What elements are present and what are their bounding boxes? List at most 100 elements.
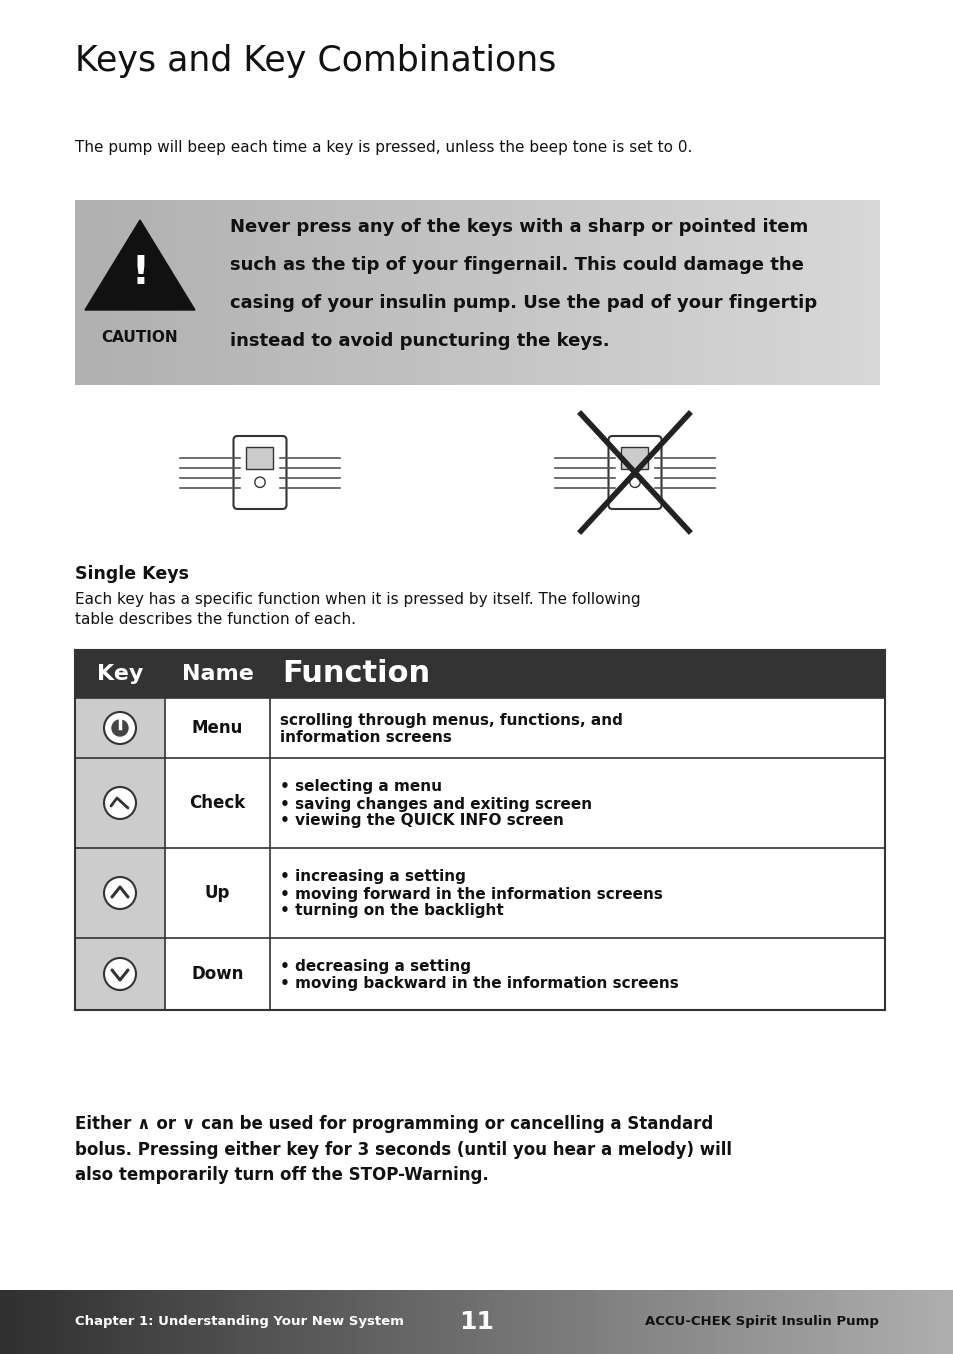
Circle shape (104, 959, 136, 990)
Bar (426, 200, 437, 385)
Bar (577, 200, 588, 385)
Bar (715, 1290, 723, 1354)
Bar (119, 1290, 128, 1354)
Bar (898, 1290, 906, 1354)
Bar (346, 200, 357, 385)
Text: instead to avoid puncturing the keys.: instead to avoid puncturing the keys. (230, 332, 609, 349)
Bar (858, 200, 869, 385)
Bar (768, 200, 779, 385)
Text: table describes the function of each.: table describes the function of each. (75, 612, 355, 627)
Bar (215, 200, 227, 385)
Text: Each key has a specific function when it is pressed by itself. The following: Each key has a specific function when it… (75, 592, 640, 607)
Bar (381, 1290, 390, 1354)
Bar (350, 1290, 358, 1354)
Bar (374, 1290, 382, 1354)
Bar (564, 1290, 573, 1354)
Bar (517, 1290, 525, 1354)
Bar (913, 1290, 923, 1354)
Bar (341, 1290, 351, 1354)
Bar (231, 1290, 239, 1354)
Bar (476, 1290, 485, 1354)
Bar (647, 200, 659, 385)
Bar (874, 1290, 882, 1354)
Bar (174, 1290, 184, 1354)
Bar (636, 1290, 644, 1354)
Text: Keys and Key Combinations: Keys and Key Combinations (75, 43, 556, 79)
Bar (808, 200, 819, 385)
Bar (75, 200, 86, 385)
Bar (315, 200, 327, 385)
Circle shape (629, 477, 639, 487)
Bar (306, 200, 316, 385)
Bar (165, 848, 884, 938)
Text: such as the tip of your fingernail. This could damage the: such as the tip of your fingernail. This… (230, 256, 803, 274)
Bar (255, 200, 267, 385)
Bar (421, 1290, 430, 1354)
Bar (115, 200, 126, 385)
Bar (326, 1290, 335, 1354)
Bar (500, 1290, 509, 1354)
Bar (794, 1290, 803, 1354)
Bar (460, 1290, 470, 1354)
Bar (95, 200, 106, 385)
Bar (165, 758, 884, 848)
Bar (175, 200, 187, 385)
Bar (778, 200, 789, 385)
Bar (524, 1290, 533, 1354)
Text: information screens: information screens (280, 730, 452, 745)
Bar (254, 1290, 263, 1354)
Bar (612, 1290, 620, 1354)
Bar (469, 1290, 477, 1354)
Bar (286, 200, 296, 385)
Circle shape (104, 712, 136, 743)
Bar (40, 1290, 49, 1354)
Bar (889, 1290, 899, 1354)
Bar (112, 1290, 120, 1354)
Text: ACCU-CHEK Spirit Insulin Pump: ACCU-CHEK Spirit Insulin Pump (644, 1316, 878, 1328)
Bar (75, 848, 165, 938)
Bar (798, 200, 809, 385)
Bar (838, 200, 849, 385)
Bar (135, 200, 146, 385)
Bar (727, 200, 739, 385)
Bar (691, 1290, 700, 1354)
Text: The pump will beep each time a key is pressed, unless the beep tone is set to 0.: The pump will beep each time a key is pr… (75, 139, 692, 154)
Bar (865, 1290, 875, 1354)
Bar (699, 1290, 708, 1354)
Circle shape (254, 477, 265, 487)
Bar (143, 1290, 152, 1354)
Bar (357, 1290, 366, 1354)
Bar (326, 200, 337, 385)
Text: !: ! (131, 255, 149, 292)
Bar (826, 1290, 835, 1354)
Bar (834, 1290, 842, 1354)
Bar (85, 200, 96, 385)
Bar (868, 200, 879, 385)
Bar (487, 200, 497, 385)
Bar (667, 1290, 676, 1354)
Bar (397, 1290, 406, 1354)
Bar (597, 200, 608, 385)
Text: Key: Key (96, 663, 143, 684)
Bar (376, 200, 387, 385)
Bar (31, 1290, 41, 1354)
Bar (105, 200, 116, 385)
Bar (302, 1290, 311, 1354)
Bar (497, 200, 508, 385)
Bar (183, 1290, 192, 1354)
Bar (651, 1290, 660, 1354)
Bar (722, 1290, 732, 1354)
Bar (226, 200, 236, 385)
Bar (788, 200, 799, 385)
Bar (540, 1290, 549, 1354)
Bar (222, 1290, 232, 1354)
Text: Single Keys: Single Keys (75, 565, 189, 584)
Bar (167, 1290, 175, 1354)
Bar (429, 1290, 437, 1354)
Circle shape (112, 720, 128, 737)
Bar (356, 200, 367, 385)
Bar (155, 200, 166, 385)
Text: Down: Down (192, 965, 243, 983)
Text: • turning on the backlight: • turning on the backlight (280, 903, 503, 918)
Bar (246, 200, 256, 385)
